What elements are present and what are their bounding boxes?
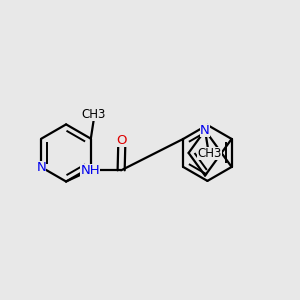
- Text: CH3: CH3: [82, 108, 106, 121]
- Text: O: O: [116, 134, 127, 147]
- Text: N: N: [37, 161, 46, 174]
- Text: CH3: CH3: [197, 147, 222, 161]
- Text: NH: NH: [80, 164, 100, 177]
- Text: N: N: [200, 124, 210, 137]
